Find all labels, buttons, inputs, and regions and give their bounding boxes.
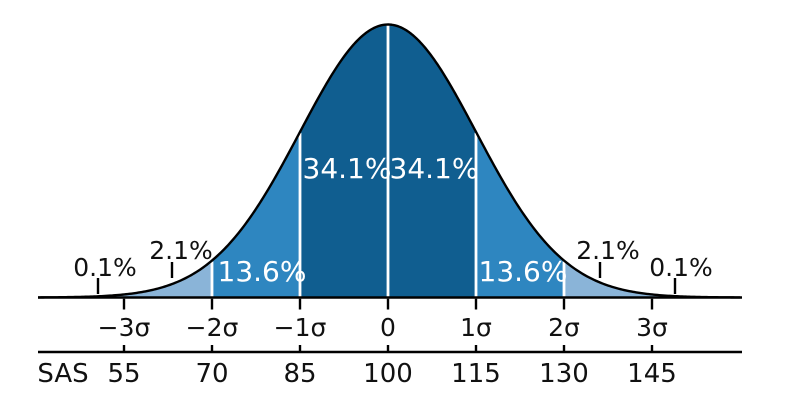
sigma-tick-label-plus-1: 1σ	[460, 313, 492, 342]
sigma-tick-label-zero: 0	[380, 313, 396, 342]
percent-label-right-tail: 0.1%	[649, 253, 713, 282]
sas-tick-label-145: 145	[627, 359, 677, 389]
sigma-tick-label-plus-2: 2σ	[548, 313, 580, 342]
sigma-tick-label-minus-2: −2σ	[186, 313, 239, 342]
percent-label-right-2-3: 2.1%	[576, 236, 640, 265]
percent-label-left-tail: 0.1%	[73, 253, 137, 282]
percent-label-left-2-3: 2.1%	[149, 236, 213, 265]
sas-tick-label-100: 100	[363, 359, 413, 389]
curve-outline	[37, 23, 741, 299]
sas-tick-label-70: 70	[195, 359, 228, 389]
curve-outline-group	[37, 23, 741, 299]
sigma-tick-label-plus-3: 3σ	[636, 313, 668, 342]
sas-tick-label-85: 85	[283, 359, 316, 389]
sas-tick-label-115: 115	[451, 359, 501, 389]
sigma-tick-label-minus-3: −3σ	[98, 313, 151, 342]
sigma-tick-label-minus-1: −1σ	[274, 313, 327, 342]
percent-label-left-1-2: 13.6%	[218, 255, 307, 288]
sigma-divider-lines	[210, 25, 566, 297]
sas-tick-label-130: 130	[539, 359, 589, 389]
sas-tick-label-55: 55	[107, 359, 140, 389]
sas-axis-title: SAS	[37, 359, 88, 389]
percent-label-right-0-1: 34.1%	[390, 152, 479, 185]
percent-label-left-0-1: 34.1%	[303, 152, 392, 185]
percent-label-right-1-2: 13.6%	[479, 255, 568, 288]
